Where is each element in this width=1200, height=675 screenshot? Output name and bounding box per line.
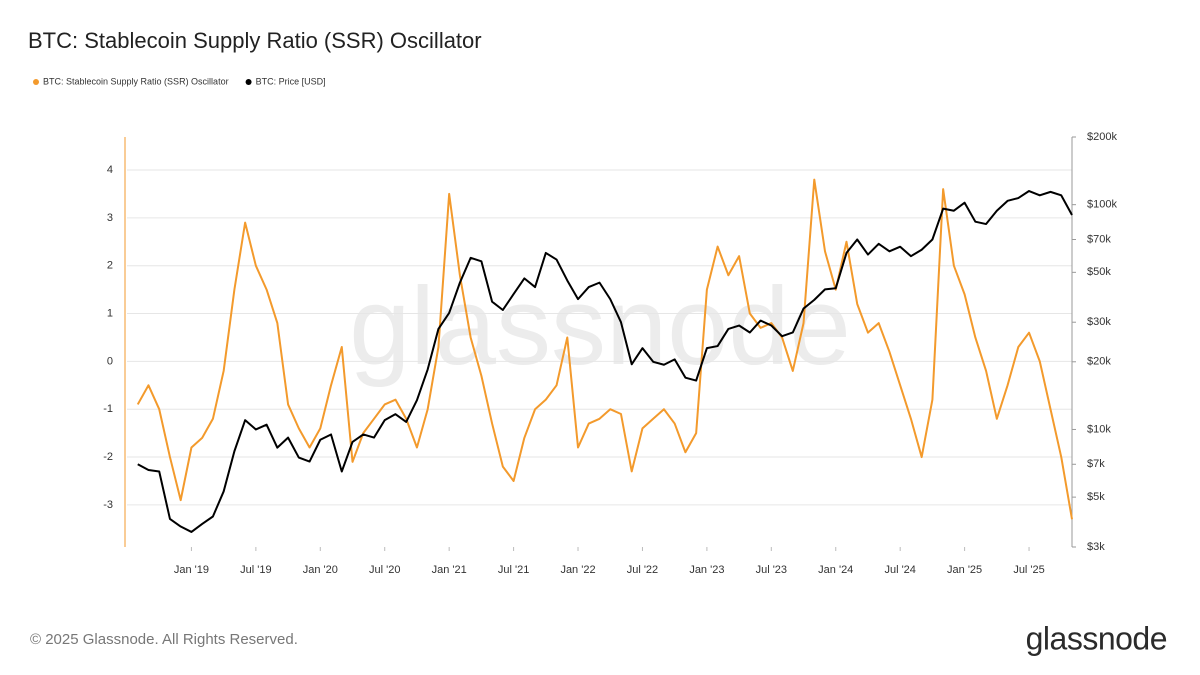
legend-marker <box>245 79 252 85</box>
x-tick-label: Jul '22 <box>627 564 658 576</box>
y2-tick-label: $50k <box>1087 266 1111 278</box>
y-tick-label: 1 <box>107 307 113 319</box>
y2-tick-label: $70k <box>1087 233 1111 245</box>
y2-tick-label: $10k <box>1087 423 1111 435</box>
y2-tick-label: $7k <box>1087 458 1105 470</box>
y2-tick-label: $3k <box>1087 541 1105 553</box>
x-tick-label: Jul '24 <box>884 564 915 576</box>
y-tick-label: 3 <box>107 212 113 224</box>
y2-tick-label: $20k <box>1087 356 1111 368</box>
y2-tick-label: $30k <box>1087 316 1111 328</box>
legend-label: BTC: Price [USD] <box>256 76 326 86</box>
y-tick-label: -2 <box>103 451 113 463</box>
y-tick-label: -1 <box>103 403 113 415</box>
x-tick-label: Jan '23 <box>689 564 724 576</box>
x-tick-label: Jan '19 <box>174 564 209 576</box>
x-tick-label: Jan '24 <box>818 564 853 576</box>
y-tick-label: 0 <box>107 355 113 367</box>
series-line <box>136 178 1073 520</box>
chart-title: BTC: Stablecoin Supply Ratio (SSR) Oscil… <box>28 28 482 53</box>
y2-tick-label: $5k <box>1087 491 1105 503</box>
x-tick-label: Jan '25 <box>947 564 982 576</box>
x-tick-label: Jul '21 <box>498 564 529 576</box>
x-tick-label: Jan '22 <box>560 564 595 576</box>
x-tick-label: Jul '25 <box>1013 564 1044 576</box>
legend-label: BTC: Stablecoin Supply Ratio (SSR) Oscil… <box>43 76 229 86</box>
legend-marker <box>33 79 39 85</box>
y-tick-label: -3 <box>103 499 113 511</box>
x-tick-label: Jan '20 <box>303 564 338 576</box>
x-tick-label: Jul '23 <box>756 564 787 576</box>
x-tick-label: Jul '20 <box>369 564 400 576</box>
logo: glassnode <box>1026 620 1167 656</box>
series-line <box>137 190 1073 533</box>
y2-tick-label: $200k <box>1087 131 1117 143</box>
y2-tick-label: $100k <box>1087 199 1117 211</box>
x-tick-label: Jul '19 <box>240 564 271 576</box>
footer: © 2025 Glassnode. All Rights Reserved. <box>30 631 298 648</box>
x-tick-label: Jan '21 <box>432 564 467 576</box>
y-tick-label: 2 <box>107 260 113 272</box>
y-tick-label: 4 <box>107 164 113 176</box>
watermark: glassnode <box>349 265 851 388</box>
